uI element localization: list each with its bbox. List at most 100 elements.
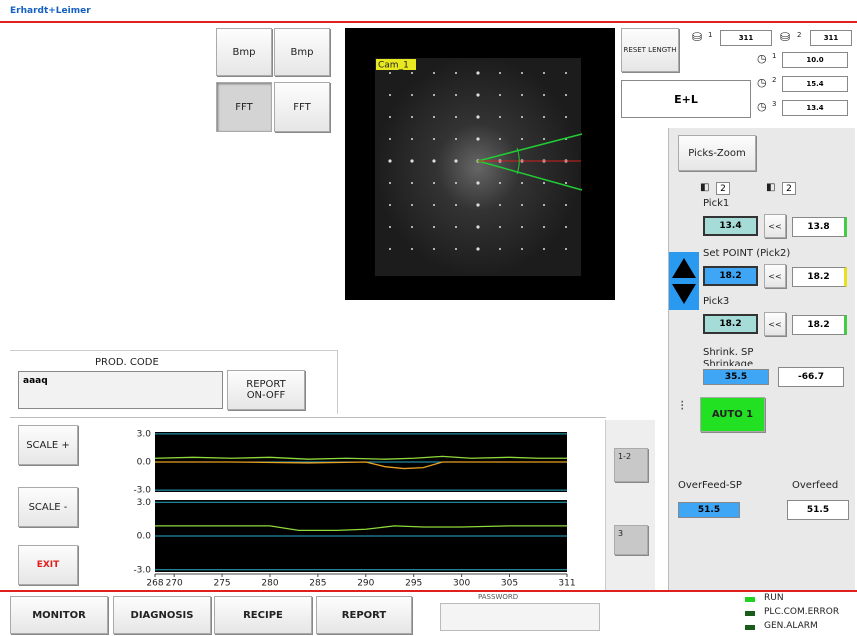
plot-area [155,500,567,572]
gauge-field: 10.0 [782,52,848,68]
exit-button[interactable]: EXIT [18,545,78,585]
fft-dot [389,138,391,140]
fft-dot [411,138,413,140]
reset-button[interactable]: RESET LENGTH [621,28,679,72]
fft-dot [476,115,479,118]
status-label: PLC.COM.ERROR [764,607,839,617]
auto-icon: ⁝ [680,398,684,414]
down-arrow[interactable] [672,284,696,304]
fft-dot [410,159,413,162]
trend-line [155,462,567,469]
bmp-button[interactable]: Bmp [216,28,272,76]
pick-value: 18.2 [703,266,758,286]
fft-dot [433,248,435,250]
nav-button[interactable]: MONITOR [10,596,108,634]
bmp-button[interactable]: Bmp [274,28,330,76]
fft-dot [543,138,545,140]
overfeed-label: Overfeed [792,480,838,491]
picks-panel [668,128,855,590]
fft-image [375,58,581,276]
gauge-icon: ◷ [757,52,767,65]
pick-actual: 18.2 [792,315,847,335]
fft-dot [411,248,413,250]
pick-label: Pick3 [703,296,729,307]
fft-dot [476,181,479,184]
fft-dot [433,182,435,184]
camera-view: Cam_1 [345,28,615,300]
counter-icon: ⛁ [780,30,790,44]
screen: Erhardt+Leimer Bmp Bmp FFT FFT Cam_1 RES… [0,0,857,636]
status-label: RUN [764,593,784,603]
x-tick-label: 280 [261,579,278,589]
fft-dot [455,116,457,118]
fft-dot [455,226,457,228]
fft-dot [543,72,545,74]
fft-dot [389,94,391,96]
pick-value: 13.4 [703,216,758,236]
copy-button[interactable]: << [764,264,786,288]
y-tick-label: 0.0 [137,458,152,468]
scale-minus-button[interactable]: SCALE - [18,487,78,527]
prod-code-field[interactable]: aaaq [18,371,223,409]
group-panel [605,420,655,590]
brand-box: E+L [621,80,751,118]
fft-dot [476,203,479,206]
group-button[interactable]: 1-2 [614,448,648,482]
picks-zoom-button[interactable]: Picks-Zoom [678,135,756,171]
fft-dot [433,94,435,96]
fft-dot [521,94,523,96]
fft-dot [476,225,479,228]
up-down-buttons[interactable] [669,252,699,310]
pick-value: 18.2 [703,314,758,334]
nav-button[interactable]: RECIPE [214,596,312,634]
fft-dot [433,226,435,228]
up-arrow[interactable] [672,258,696,278]
fft-dot [499,204,501,206]
gauge-icon: ◷ [757,76,767,89]
pick-actual: 13.8 [792,217,847,237]
nav-button[interactable]: DIAGNOSIS [113,596,211,634]
overfeed-sp-label: OverFeed-SP [678,480,742,491]
overfeed-field: 51.5 [787,500,849,520]
fft-dot [476,93,479,96]
trend-rule [10,417,606,418]
status-led [745,611,755,616]
fft-dot [433,116,435,118]
fft-dot [565,94,567,96]
cam-label: Cam_1 [378,61,409,71]
fft-dot [521,182,523,184]
fft-dot [411,204,413,206]
gauge-field: 15.4 [782,76,848,92]
counter-index: 2 [797,31,801,39]
pick-label: Set POINT (Pick2) [703,248,790,259]
fft-button[interactable]: FFT [216,82,272,132]
header-rule [0,21,857,23]
fft-dot [476,247,479,250]
fft-dot [543,116,545,118]
y-tick-label: 3.0 [137,429,152,439]
password-field[interactable] [440,603,600,631]
fft-dot [521,138,523,140]
x-tick-label: 305 [501,579,518,589]
length-field: 311 [720,30,772,46]
auto-button[interactable]: AUTO 1 [700,397,765,432]
fft-button[interactable]: FFT [274,82,330,132]
fft-dot [565,226,567,228]
fft-dot [565,116,567,118]
copy-button[interactable]: << [764,214,786,238]
fft-dot [411,94,413,96]
group-button[interactable]: 3 [614,525,648,555]
scale-plus-button[interactable]: SCALE + [18,425,78,465]
fft-dot [433,204,435,206]
fft-dot [389,116,391,118]
x-tick-label: 295 [405,579,422,589]
copy-button[interactable]: << [764,312,786,336]
report-toggle[interactable]: REPORT ON-OFF [227,370,305,410]
x-tick-label: 268 [146,579,163,589]
fft-dot [454,159,457,162]
trend-line [155,526,567,531]
x-tick-label: 300 [453,579,470,589]
nav-button[interactable]: REPORT [316,596,412,634]
fft-dot [543,204,545,206]
fft-dot [521,226,523,228]
